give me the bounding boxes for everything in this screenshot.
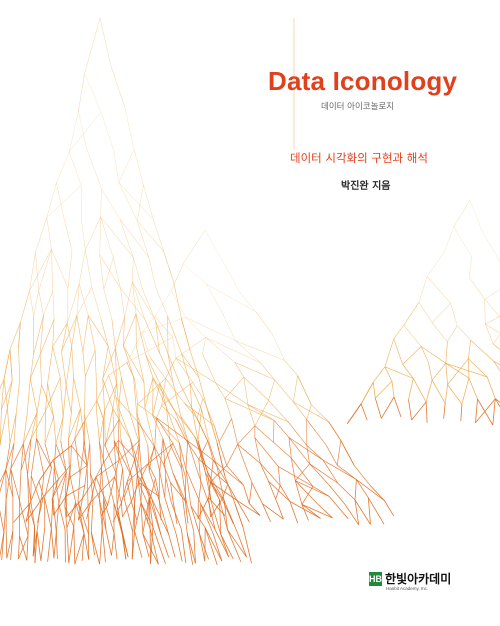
book-author: 박진완 지음	[341, 181, 391, 192]
book-title: Data Iconology	[268, 66, 458, 96]
publisher-subname: Hanbit Academy, Inc.	[386, 586, 429, 591]
book-title-korean: 데이터 아이코놀로지	[321, 102, 395, 112]
book-subtitle: 데이터 시각화의 구현과 해석	[290, 151, 428, 165]
publisher-mark-icon: HB	[369, 572, 382, 586]
artwork-tree-center	[13, 229, 395, 526]
publisher-name: 한빛아카데미	[385, 572, 452, 586]
publisher-logo: HB 한빛아카데미 Hanbit Academy, Inc.	[369, 571, 489, 595]
artwork-tree-left	[0, 17, 252, 566]
artwork-tree-right	[346, 199, 500, 426]
